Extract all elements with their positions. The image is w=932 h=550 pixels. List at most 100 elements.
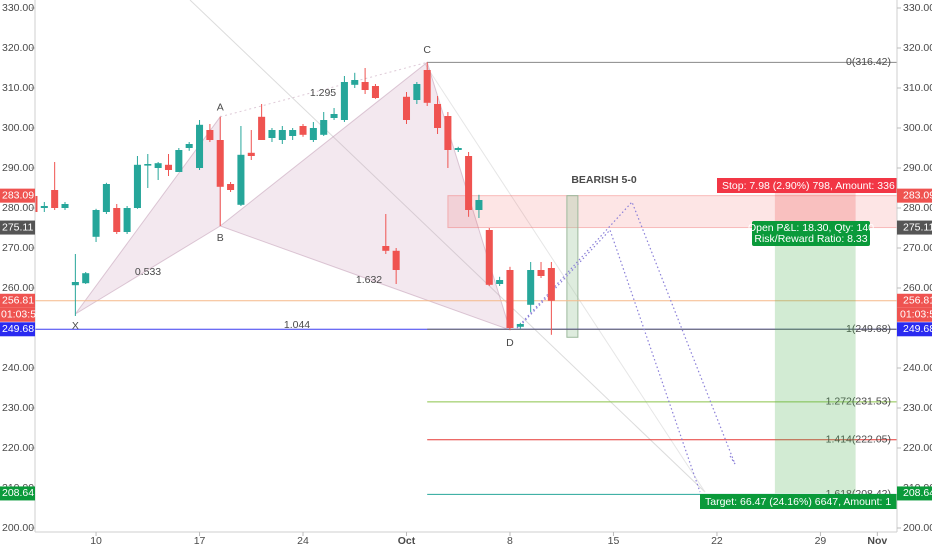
candle-body xyxy=(258,116,266,140)
price-tag xyxy=(897,486,932,501)
target-label: Target: 66.47 (24.16%) 6647, Amount: 1 xyxy=(705,496,891,508)
price-tag xyxy=(897,322,932,337)
x-tick-label: 24 xyxy=(297,535,309,547)
point-label: D xyxy=(506,337,514,349)
candle-body xyxy=(123,208,131,232)
candle-body xyxy=(196,124,204,168)
level-label: 0(316.42) xyxy=(846,56,891,68)
y-tick-label: 330.00 xyxy=(2,2,34,14)
candle-body xyxy=(164,164,173,170)
price-tag xyxy=(897,293,932,308)
y-tick-label: 240.00 xyxy=(903,362,932,374)
candle-body xyxy=(496,280,504,284)
candle-body xyxy=(144,164,152,166)
y-tick-label: 260.00 xyxy=(2,282,34,294)
price-tag-label: 283.09 xyxy=(2,189,34,201)
pnl-label-box xyxy=(752,221,870,246)
x-tick-label: 10 xyxy=(90,535,102,547)
y-tick-label: 280.00 xyxy=(2,202,34,214)
point-label: A xyxy=(217,102,224,114)
entry-marker xyxy=(566,195,579,338)
price-tag-label: 275.11 xyxy=(903,221,932,233)
y-tick-label: 220.00 xyxy=(2,442,34,454)
level-label: 1.272(231.53) xyxy=(826,396,891,408)
y-tick-label: 220.00 xyxy=(903,442,932,454)
price-tag-label: 275.11 xyxy=(2,221,33,233)
x-tick-label: 29 xyxy=(815,535,827,547)
y-tick-label: 200.00 xyxy=(903,522,932,534)
candle-body xyxy=(392,250,400,270)
y-tick-label: 290.00 xyxy=(903,162,932,174)
x-tick-label: Nov xyxy=(867,535,887,547)
candle-body xyxy=(371,86,379,98)
candle-body xyxy=(434,104,442,128)
candle-body xyxy=(82,273,90,284)
y-tick-label: 300.00 xyxy=(2,122,34,134)
candle-body xyxy=(444,116,452,150)
price-tag-label: 249.68 xyxy=(903,323,932,335)
y-tick-label: 320.00 xyxy=(2,42,34,54)
rr-label: Risk/Reward Ratio: 8.33 xyxy=(754,233,867,245)
y-tick-label: 230.00 xyxy=(903,402,932,414)
projection-path xyxy=(516,200,736,465)
candle-body xyxy=(51,190,59,208)
candle-body xyxy=(216,140,224,187)
candle-body xyxy=(278,130,286,140)
candle-body xyxy=(40,206,48,208)
candle-body xyxy=(175,150,183,172)
point-label: C xyxy=(423,44,431,56)
target-zone xyxy=(774,227,856,494)
candle-body xyxy=(61,204,69,208)
stop-label-box xyxy=(717,178,897,193)
x-tick-label: Oct xyxy=(398,535,416,547)
countdown-label: 01:03:59 xyxy=(1,309,42,321)
price-tag-label: 283.09 xyxy=(903,189,932,201)
y-tick-label: 270.00 xyxy=(2,242,34,254)
candle-body xyxy=(340,82,348,120)
candle-body xyxy=(527,270,535,305)
candle-body xyxy=(537,270,545,276)
x-tick-label: 17 xyxy=(194,535,206,547)
y-tick-label: 280.00 xyxy=(903,202,932,214)
price-tag-label: 249.68 xyxy=(2,323,34,335)
candle-body xyxy=(423,70,431,103)
candle-body xyxy=(485,230,493,285)
candle-body xyxy=(402,96,411,120)
point-label: X xyxy=(72,320,79,332)
candle-body xyxy=(227,184,235,190)
y-tick-label: 320.00 xyxy=(903,42,932,54)
price-tag-label: 208.64 xyxy=(903,487,932,499)
x-tick-label: 15 xyxy=(608,535,620,547)
candle-body xyxy=(206,130,214,140)
x-tick-label: 8 xyxy=(507,535,513,547)
candle-body xyxy=(382,246,390,251)
candle-body xyxy=(289,130,297,136)
candle-body xyxy=(547,268,555,301)
level-label: 1.414(222.05) xyxy=(826,434,891,446)
stop-label: Stop: 7.98 (2.90%) 798, Amount: 336 xyxy=(722,180,895,192)
y-tick-label: 300.00 xyxy=(903,122,932,134)
price-tag xyxy=(897,188,932,203)
y-tick-label: 330.00 xyxy=(903,2,932,14)
ratio-label: 1.295 xyxy=(310,87,336,99)
target-label-box xyxy=(700,494,897,509)
candle-body xyxy=(516,324,524,327)
y-tick-label: 310.00 xyxy=(903,82,932,94)
candle-body xyxy=(475,200,483,210)
x-tick-label: 22 xyxy=(711,535,723,547)
point-label: B xyxy=(217,232,224,244)
candle-body xyxy=(71,282,79,286)
guide-line xyxy=(424,63,706,493)
candle-body xyxy=(35,196,38,212)
price-tag xyxy=(0,220,35,235)
candle-body xyxy=(268,130,276,138)
price-tag-label: 256.81 xyxy=(903,295,932,307)
ratio-label: 0.533 xyxy=(135,266,161,278)
candle-body xyxy=(351,80,359,85)
countdown-tag xyxy=(0,307,35,322)
candle-body xyxy=(299,126,307,135)
countdown-tag xyxy=(897,307,932,322)
candle-body xyxy=(309,128,317,140)
